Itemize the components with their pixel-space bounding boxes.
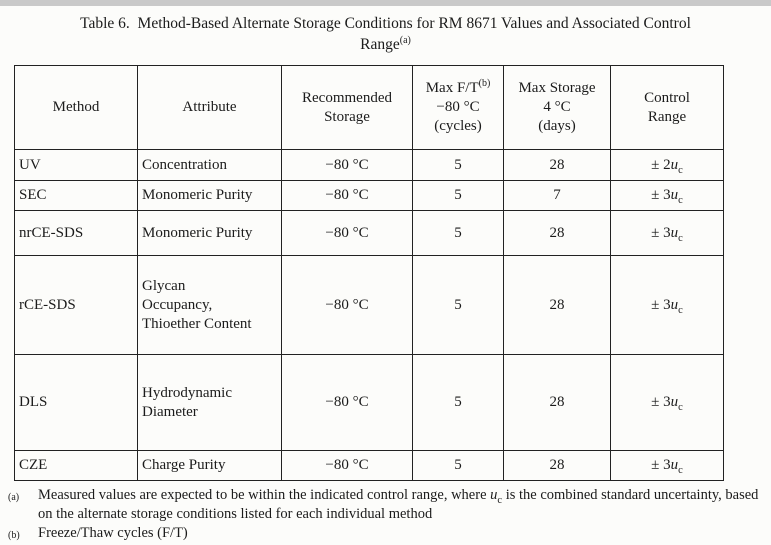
cell-control-range: ± 3uc [610, 354, 724, 451]
cell-method: SEC [14, 180, 138, 211]
header-max-storage: Max Storage 4 °C (days) [503, 65, 611, 150]
table-row-nrce-sds: nrCE-SDS Monomeric Purity −80 °C 5 28 ± … [14, 210, 724, 256]
cell-control-range: ± 3uc [610, 180, 724, 211]
cell-max-storage: 28 [503, 210, 611, 256]
cell-attribute: Hydrodynamic Diameter [137, 354, 282, 451]
storage-conditions-table: Method Attribute Recommended Storage Max… [14, 65, 724, 481]
cell-attribute: Charge Purity [137, 450, 282, 481]
cell-max-ft: 5 [412, 450, 504, 481]
cell-recommended-storage: −80 °C [281, 149, 413, 181]
footnote-b: (b) Freeze/Thaw cycles (F/T) [8, 524, 764, 545]
header-control-range: Control Range [610, 65, 724, 150]
cell-recommended-storage: −80 °C [281, 255, 413, 355]
header-recommended-storage: Recommended Storage [281, 65, 413, 150]
cell-attribute: Monomeric Purity [137, 180, 282, 211]
footnote-a-text: Measured values are expected to be withi… [38, 487, 759, 522]
cell-recommended-storage: −80 °C [281, 450, 413, 481]
header-max-ft: Max F/T(b) −80 °C (cycles) [412, 65, 504, 150]
table-row-rce-sds: rCE-SDS Glycan Occupancy, Thioether Cont… [14, 255, 724, 355]
cell-max-storage: 28 [503, 450, 611, 481]
cell-attribute: Glycan Occupancy, Thioether Content [137, 255, 282, 355]
cell-control-range: ± 3uc [610, 210, 724, 256]
header-footnote-marker-b: (b) [478, 78, 491, 89]
cell-control-range: ± 3uc [610, 450, 724, 481]
cell-method: UV [14, 149, 138, 181]
table-caption-line2: Range(a) [360, 34, 411, 53]
header-row: Method Attribute Recommended Storage Max… [14, 65, 724, 150]
caption-footnote-marker-a: (a) [399, 34, 411, 46]
cell-max-ft: 5 [412, 354, 504, 451]
table-caption: Table 6. Method-Based Alternate Storage … [0, 0, 771, 55]
cell-max-storage: 28 [503, 255, 611, 355]
cell-max-storage: 28 [503, 149, 611, 181]
table-row-uv: UV Concentration −80 °C 5 28 ± 2uc [14, 149, 724, 181]
cell-max-ft: 5 [412, 210, 504, 256]
footnote-b-marker: (b) [8, 530, 20, 541]
cell-method: nrCE-SDS [14, 210, 138, 256]
cell-max-ft: 5 [412, 149, 504, 181]
footnote-b-text: Freeze/Thaw cycles (F/T) [38, 525, 188, 541]
footnote-a: (a) Measured values are expected to be w… [8, 486, 764, 524]
cell-attribute: Monomeric Purity [137, 210, 282, 256]
cell-control-range: ± 2uc [610, 149, 724, 181]
cell-method: DLS [14, 354, 138, 451]
cell-max-ft: 5 [412, 255, 504, 355]
header-attribute: Attribute [137, 65, 282, 150]
cell-attribute: Concentration [137, 149, 282, 181]
table-row-cze: CZE Charge Purity −80 °C 5 28 ± 3uc [14, 450, 724, 481]
cell-recommended-storage: −80 °C [281, 354, 413, 451]
cell-control-range: ± 3uc [610, 255, 724, 355]
cell-max-storage: 28 [503, 354, 611, 451]
footnote-a-marker: (a) [8, 492, 20, 503]
footnotes: (a) Measured values are expected to be w… [8, 486, 764, 545]
cell-max-ft: 5 [412, 180, 504, 211]
cell-recommended-storage: −80 °C [281, 180, 413, 211]
table-caption-line1: Table 6. Method-Based Alternate Storage … [80, 15, 691, 32]
table-row-dls: DLS Hydrodynamic Diameter −80 °C 5 28 ± … [14, 354, 724, 451]
cell-recommended-storage: −80 °C [281, 210, 413, 256]
header-method: Method [14, 65, 138, 150]
scan-artifact-band [0, 0, 771, 6]
table-row-sec: SEC Monomeric Purity −80 °C 5 7 ± 3uc [14, 180, 724, 211]
cell-max-storage: 7 [503, 180, 611, 211]
cell-method: CZE [14, 450, 138, 481]
cell-method: rCE-SDS [14, 255, 138, 355]
